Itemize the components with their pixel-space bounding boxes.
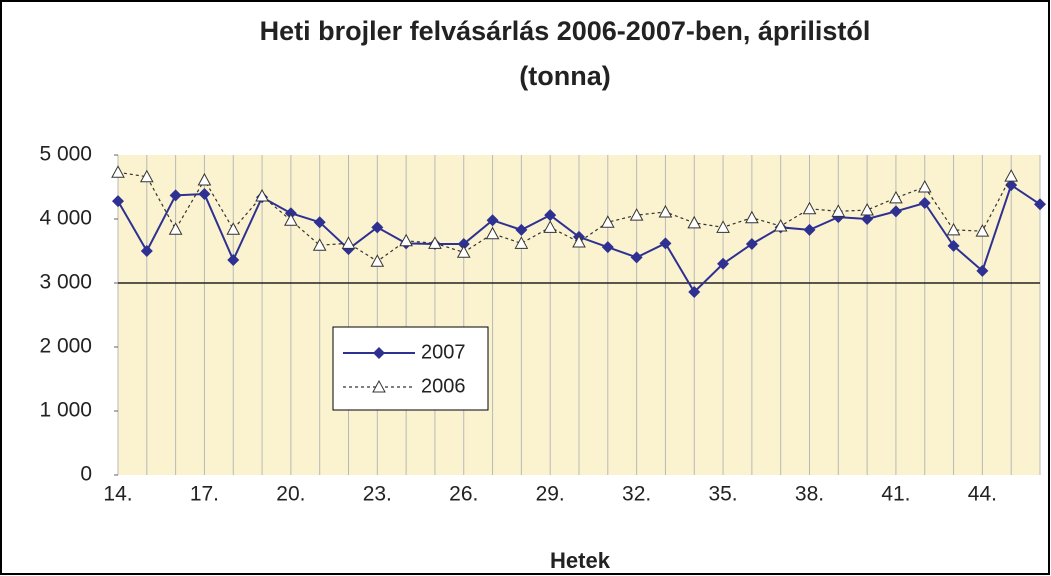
point	[140, 245, 153, 257]
point	[428, 236, 442, 249]
point	[1004, 169, 1019, 182]
x-tick-label: 14.	[103, 483, 132, 506]
legend-marker	[373, 347, 385, 359]
point	[284, 213, 298, 226]
point	[860, 202, 874, 216]
point	[601, 241, 614, 254]
point	[803, 223, 816, 236]
point	[543, 220, 558, 233]
point	[313, 216, 326, 229]
point	[399, 233, 413, 247]
point	[572, 234, 586, 248]
legend-label: 2007	[421, 341, 466, 363]
point	[917, 179, 932, 193]
point	[658, 204, 673, 218]
point	[946, 222, 961, 236]
point	[168, 222, 183, 235]
point	[456, 245, 471, 258]
point	[112, 195, 124, 208]
point	[341, 236, 356, 249]
point	[255, 188, 269, 202]
chart-title: Heti brojler felvásárlás 2006-2007-ben, …	[260, 16, 871, 46]
x-tick-label: 38.	[795, 483, 824, 506]
point	[716, 220, 730, 233]
y-tick-label: 3 000	[39, 271, 92, 294]
point	[629, 208, 644, 221]
point	[198, 188, 211, 201]
point	[1005, 179, 1018, 192]
legend-label: 2006	[421, 375, 466, 397]
point	[687, 215, 702, 229]
point	[717, 257, 730, 270]
point	[514, 236, 529, 249]
point	[745, 210, 759, 224]
point	[515, 223, 528, 236]
point	[745, 237, 758, 250]
x-tick-label: 17.	[190, 483, 219, 506]
point	[197, 172, 212, 186]
point	[889, 190, 903, 204]
point	[600, 215, 615, 228]
point	[312, 238, 327, 251]
point	[544, 209, 557, 222]
x-axis-label: Hetek	[550, 548, 611, 573]
point	[918, 197, 931, 209]
point	[773, 218, 788, 232]
x-tick-label: 32.	[622, 483, 651, 506]
chart-title: (tonna)	[519, 61, 610, 91]
y-tick-label: 0	[80, 463, 92, 486]
y-tick-label: 2 000	[39, 335, 92, 358]
y-tick-label: 1 000	[39, 399, 92, 422]
point	[947, 239, 960, 252]
point	[457, 237, 470, 250]
point	[802, 201, 817, 215]
point	[169, 189, 182, 202]
point	[485, 226, 500, 240]
legend-marker	[372, 379, 386, 393]
point	[630, 251, 643, 264]
point	[688, 285, 701, 298]
point	[486, 214, 499, 227]
point	[975, 224, 990, 237]
x-tick-label: 23.	[363, 483, 392, 506]
x-tick-label: 20.	[276, 483, 305, 506]
point	[831, 204, 846, 217]
point	[889, 205, 902, 218]
x-tick-label: 29.	[536, 483, 565, 506]
point	[659, 237, 672, 250]
x-tick-label: 44.	[968, 483, 997, 506]
point	[371, 221, 384, 234]
point	[861, 213, 874, 225]
x-tick-label: 26.	[449, 483, 478, 506]
y-tick-label: 5 000	[39, 143, 92, 166]
point	[139, 169, 154, 183]
point	[226, 222, 241, 235]
point	[976, 264, 989, 277]
point	[111, 165, 125, 178]
point	[370, 254, 385, 267]
legend-box	[332, 326, 489, 411]
point	[1034, 198, 1046, 211]
point	[227, 253, 240, 266]
y-tick-label: 4 000	[39, 207, 92, 230]
x-tick-label: 35.	[708, 483, 737, 506]
x-tick-label: 41.	[881, 483, 910, 506]
